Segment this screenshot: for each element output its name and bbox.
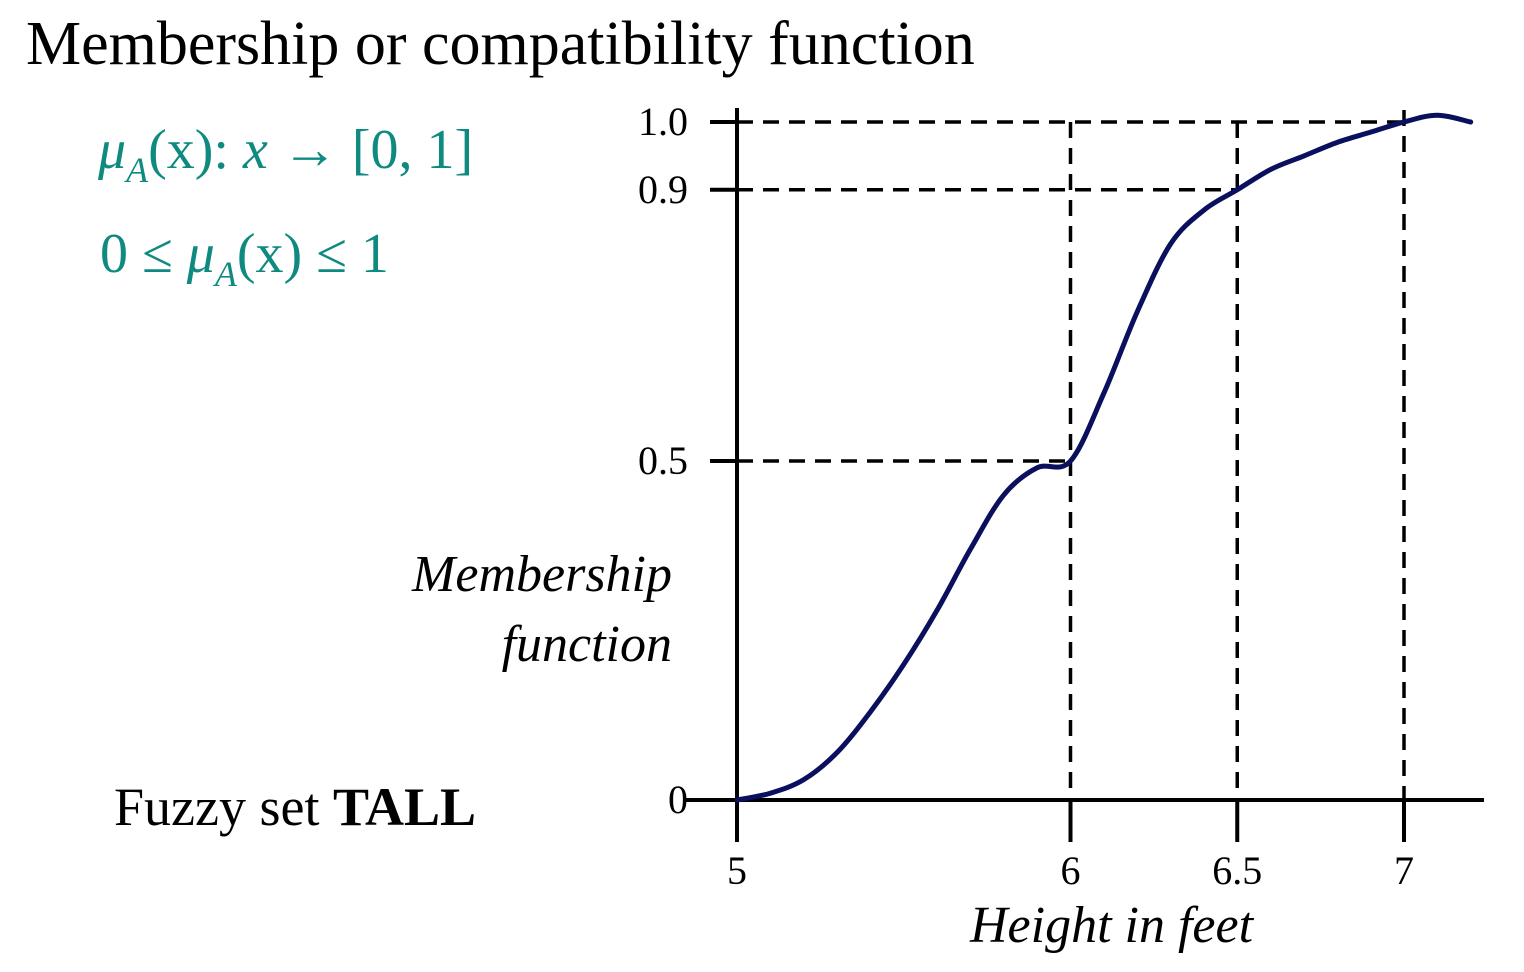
y-axis-label: Membership function — [412, 540, 672, 680]
y-axis-label-line-1: Membership — [412, 546, 672, 603]
y-tick-label: 1.0 — [638, 99, 688, 144]
membership-curve — [734, 112, 1474, 803]
fuzzy-set-label: Fuzzy set TALL — [114, 776, 476, 838]
x-tick-label: 6.5 — [1212, 848, 1262, 893]
codomain: → [0, 1] — [267, 119, 474, 181]
slide-title: Membership or compatibility function — [26, 10, 975, 78]
ticks: 0 0.5 0.9 1.0 5 6 6.5 7 — [638, 99, 1414, 893]
axes — [684, 108, 1484, 842]
y-axis-label-line-2: function — [501, 616, 672, 673]
y-tick-label: 0.9 — [638, 167, 688, 212]
x-tick-label: 6 — [1061, 848, 1081, 893]
membership-range-formula: 0 ≤ μA(x) ≤ 1 — [100, 223, 389, 295]
y-tick-label: 0 — [668, 777, 688, 822]
domain-variable: x — [242, 119, 268, 181]
x-axis-label: Height in feet — [970, 897, 1254, 954]
x-tick-label: 7 — [1394, 848, 1414, 893]
reference-lines — [737, 110, 1406, 800]
x-tick-label: 5 — [727, 848, 747, 893]
argument: (x) — [236, 223, 303, 285]
fuzzy-set-prefix: Fuzzy set — [114, 777, 333, 837]
set-subscript: A — [214, 254, 237, 294]
mu-symbol: μ — [186, 223, 215, 285]
lower-bound: 0 ≤ — [100, 223, 187, 285]
set-subscript: A — [126, 150, 149, 190]
membership-mapping-formula: μA(x): x → [0, 1] — [98, 119, 474, 191]
colon: : — [213, 119, 243, 181]
curve-group — [734, 112, 1474, 803]
mu-symbol: μ — [98, 119, 127, 181]
argument: (x) — [148, 119, 214, 181]
y-tick-label: 0.5 — [638, 438, 688, 483]
fuzzy-set-name: TALL — [332, 777, 476, 837]
upper-bound: ≤ 1 — [302, 223, 389, 285]
